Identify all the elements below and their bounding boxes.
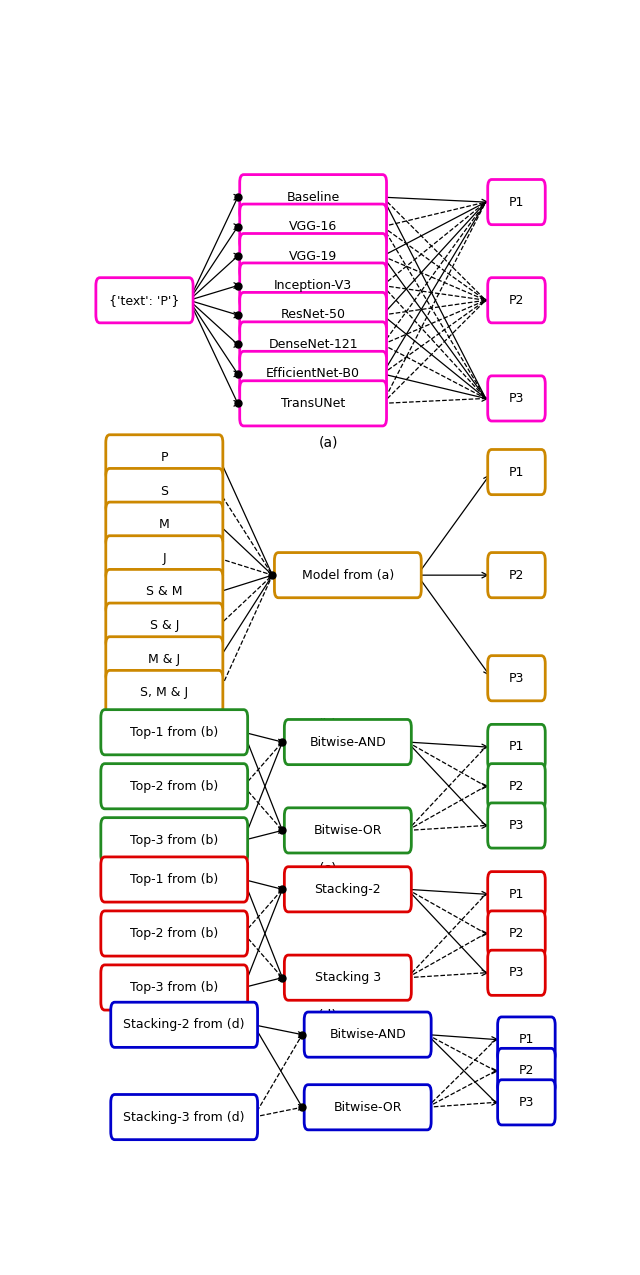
- Text: Baseline: Baseline: [287, 191, 340, 204]
- Text: M & J: M & J: [148, 653, 180, 666]
- Text: Stacking-2 from (d): Stacking-2 from (d): [124, 1019, 245, 1031]
- Text: P1: P1: [509, 741, 524, 754]
- FancyBboxPatch shape: [101, 817, 248, 863]
- Text: Model from (a): Model from (a): [301, 569, 394, 581]
- FancyBboxPatch shape: [240, 321, 387, 367]
- FancyBboxPatch shape: [106, 468, 223, 514]
- FancyBboxPatch shape: [106, 536, 223, 581]
- FancyBboxPatch shape: [498, 1048, 555, 1094]
- Text: Bitwise-AND: Bitwise-AND: [310, 736, 386, 748]
- FancyBboxPatch shape: [101, 710, 248, 755]
- Text: P2: P2: [518, 1065, 534, 1077]
- FancyBboxPatch shape: [488, 655, 545, 701]
- Text: S: S: [160, 484, 168, 497]
- Text: (a): (a): [318, 435, 338, 449]
- Text: Top-2 from (b): Top-2 from (b): [130, 927, 218, 940]
- Text: TransUNet: TransUNet: [281, 397, 345, 409]
- FancyBboxPatch shape: [275, 552, 421, 598]
- Text: DenseNet-121: DenseNet-121: [268, 338, 358, 351]
- Text: Top-1 from (b): Top-1 from (b): [130, 873, 218, 886]
- Text: S & J: S & J: [150, 620, 179, 632]
- FancyBboxPatch shape: [284, 867, 412, 912]
- FancyBboxPatch shape: [240, 175, 387, 219]
- FancyBboxPatch shape: [240, 263, 387, 309]
- Text: VGG-16: VGG-16: [289, 221, 337, 233]
- FancyBboxPatch shape: [488, 180, 545, 224]
- FancyBboxPatch shape: [488, 724, 545, 770]
- Text: {'text': 'P'}: {'text': 'P'}: [109, 293, 180, 307]
- Text: Bitwise-AND: Bitwise-AND: [330, 1028, 406, 1042]
- FancyBboxPatch shape: [111, 1002, 257, 1047]
- FancyBboxPatch shape: [106, 603, 223, 648]
- FancyBboxPatch shape: [240, 352, 387, 397]
- Text: Stacking 3: Stacking 3: [315, 972, 381, 984]
- Text: ResNet-50: ResNet-50: [280, 309, 346, 321]
- Text: P3: P3: [509, 391, 524, 405]
- Text: J: J: [163, 552, 166, 565]
- Text: Bitwise-OR: Bitwise-OR: [314, 824, 382, 836]
- Text: VGG-19: VGG-19: [289, 250, 337, 263]
- FancyBboxPatch shape: [488, 764, 545, 808]
- FancyBboxPatch shape: [101, 965, 248, 1010]
- FancyBboxPatch shape: [498, 1017, 555, 1062]
- FancyBboxPatch shape: [106, 570, 223, 615]
- Text: Stacking-3 from (d): Stacking-3 from (d): [124, 1111, 245, 1123]
- FancyBboxPatch shape: [96, 278, 193, 323]
- FancyBboxPatch shape: [488, 910, 545, 956]
- FancyBboxPatch shape: [240, 204, 387, 249]
- Text: (b): (b): [318, 718, 338, 732]
- FancyBboxPatch shape: [106, 435, 223, 479]
- FancyBboxPatch shape: [488, 803, 545, 848]
- FancyBboxPatch shape: [240, 233, 387, 279]
- FancyBboxPatch shape: [111, 1094, 257, 1140]
- FancyBboxPatch shape: [101, 764, 248, 808]
- FancyBboxPatch shape: [488, 552, 545, 598]
- Text: M: M: [159, 518, 170, 532]
- FancyBboxPatch shape: [106, 502, 223, 547]
- Text: Bitwise-OR: Bitwise-OR: [333, 1100, 402, 1114]
- FancyBboxPatch shape: [488, 450, 545, 495]
- FancyBboxPatch shape: [498, 1080, 555, 1125]
- Text: P: P: [161, 451, 168, 464]
- Text: Top-3 from (b): Top-3 from (b): [130, 834, 218, 847]
- Text: EfficientNet-B0: EfficientNet-B0: [266, 367, 360, 380]
- FancyBboxPatch shape: [488, 950, 545, 996]
- Text: P2: P2: [509, 293, 524, 307]
- FancyBboxPatch shape: [284, 955, 412, 1001]
- FancyBboxPatch shape: [304, 1085, 431, 1130]
- Text: P1: P1: [509, 195, 524, 209]
- FancyBboxPatch shape: [240, 292, 387, 338]
- FancyBboxPatch shape: [488, 278, 545, 323]
- Text: S, M & J: S, M & J: [140, 686, 188, 700]
- Text: P2: P2: [509, 780, 524, 793]
- Text: P1: P1: [518, 1033, 534, 1045]
- Text: (c): (c): [319, 861, 337, 875]
- Text: P3: P3: [509, 966, 524, 979]
- FancyBboxPatch shape: [284, 719, 412, 765]
- FancyBboxPatch shape: [488, 872, 545, 917]
- Text: Top-1 from (b): Top-1 from (b): [130, 725, 218, 738]
- Text: Stacking-2: Stacking-2: [314, 882, 381, 896]
- FancyBboxPatch shape: [284, 808, 412, 853]
- Text: P1: P1: [509, 887, 524, 900]
- FancyBboxPatch shape: [304, 1012, 431, 1057]
- FancyBboxPatch shape: [240, 381, 387, 426]
- Text: P3: P3: [518, 1095, 534, 1109]
- FancyBboxPatch shape: [488, 376, 545, 421]
- Text: Top-2 from (b): Top-2 from (b): [130, 780, 218, 793]
- FancyBboxPatch shape: [106, 671, 223, 715]
- FancyBboxPatch shape: [101, 910, 248, 956]
- Text: P3: P3: [509, 819, 524, 833]
- Text: P2: P2: [509, 927, 524, 940]
- Text: Inception-V3: Inception-V3: [274, 279, 352, 292]
- Text: P1: P1: [509, 465, 524, 478]
- FancyBboxPatch shape: [101, 857, 248, 903]
- Text: Top-3 from (b): Top-3 from (b): [130, 980, 218, 994]
- Text: S & M: S & M: [146, 585, 182, 598]
- Text: P3: P3: [509, 672, 524, 685]
- FancyBboxPatch shape: [106, 636, 223, 682]
- Text: (d): (d): [318, 1009, 338, 1023]
- Text: P2: P2: [509, 569, 524, 581]
